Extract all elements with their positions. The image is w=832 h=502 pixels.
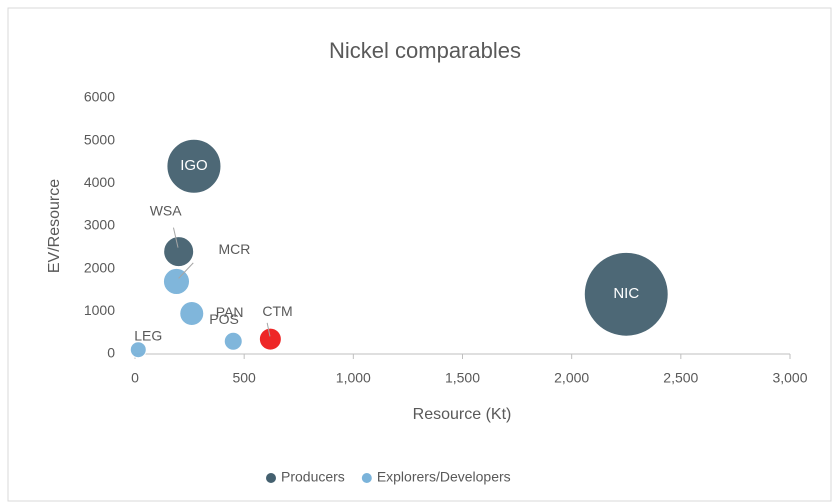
x-tick-label: 2,000 (554, 370, 589, 386)
y-axis-title: EV/Resource (46, 179, 63, 273)
data-label: WSA (150, 202, 183, 218)
data-label: NIC (613, 285, 639, 302)
y-tick-label: 5000 (84, 131, 115, 147)
data-label: IGO (180, 157, 208, 174)
data-label: POS (209, 311, 239, 327)
y-tick-label: 2000 (84, 259, 115, 275)
y-tick-label: 0 (107, 345, 115, 361)
y-tick-label: 3000 (84, 217, 115, 233)
data-label: LEG (134, 327, 162, 343)
data-label: CTM (262, 303, 292, 319)
label-leader (178, 262, 194, 279)
x-tick-label: 1,000 (336, 370, 371, 386)
legend-label: Explorers/Developers (377, 469, 511, 485)
label-leader (172, 227, 179, 248)
data-label: PAN (216, 304, 244, 320)
bubble (179, 300, 205, 326)
bubble (166, 138, 222, 194)
legend-label: Producers (281, 469, 345, 485)
x-tick-label: 0 (131, 370, 139, 386)
legend-marker (266, 473, 276, 483)
legend-marker (361, 473, 372, 483)
bubble (583, 251, 669, 337)
x-tick-label: 1,500 (445, 370, 480, 386)
y-tick-label: 1000 (84, 302, 115, 318)
bubble (223, 331, 243, 351)
bubble (163, 236, 195, 268)
data-label: MCR (218, 241, 250, 257)
y-tick-label: 6000 (84, 89, 115, 105)
x-tick-label: 500 (232, 370, 256, 386)
label-leader (266, 322, 271, 337)
chart-title: Nickel comparables (329, 38, 521, 63)
bubble (162, 267, 191, 296)
x-tick-label: 3,000 (772, 370, 807, 386)
x-axis-title: Resource (Kt) (413, 406, 512, 423)
chart-frame (7, 7, 832, 502)
bubble (129, 341, 147, 359)
y-tick-label: 4000 (84, 174, 115, 190)
bubble (258, 327, 282, 351)
x-tick-label: 2,500 (663, 370, 698, 386)
